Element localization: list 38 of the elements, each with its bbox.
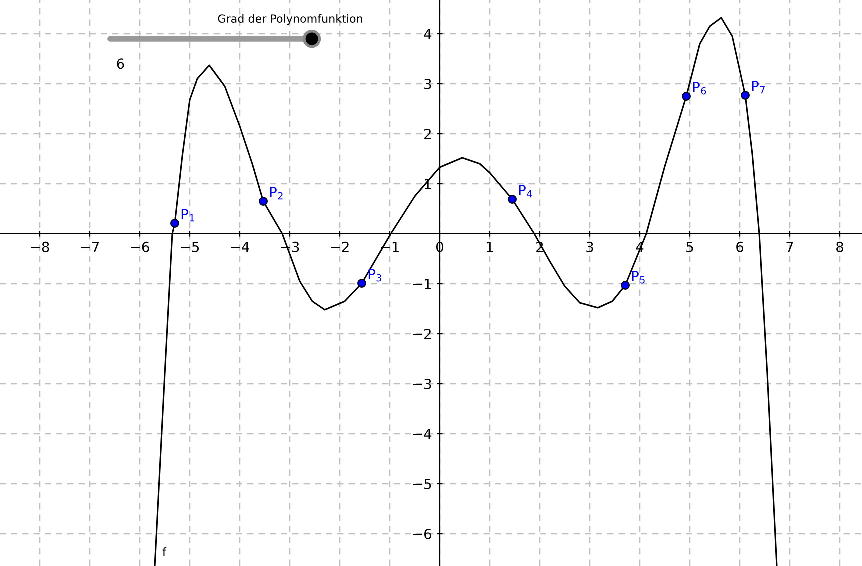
- annotation: P$_{4}$: [519, 185, 532, 198]
- annotation: Grad der Polynomfunktion: [218, 14, 362, 26]
- y-tick-label: 2: [424, 128, 431, 140]
- y-tick-label: 3: [424, 78, 432, 90]
- y-tick-label: −5: [413, 479, 432, 490]
- series-label: f: [162, 548, 167, 556]
- annotation: P$_{6}$: [693, 82, 706, 95]
- x-tick-label: 1: [487, 242, 494, 252]
- x-tick-label: 5: [686, 242, 694, 252]
- point: [259, 197, 268, 206]
- x-tick-label: 7: [786, 242, 794, 252]
- y-tick-label: −3: [413, 378, 432, 390]
- annotation: P$_{2}$: [270, 187, 283, 200]
- annotation: P$_{1}$: [182, 209, 194, 222]
- x-tick-label: 3: [586, 242, 594, 252]
- point: [741, 91, 750, 100]
- y-tick-label: −1: [413, 279, 432, 290]
- point: [682, 92, 691, 101]
- annotation: 6: [117, 58, 124, 70]
- y-tick-label: 4: [424, 29, 432, 40]
- annotation: P$_{5}$: [632, 271, 645, 284]
- annotation: P$_{7}$: [752, 81, 765, 94]
- x-tick-label: −6: [131, 242, 150, 252]
- x-tick-label: −5: [181, 242, 200, 252]
- x-tick-label: 8: [836, 242, 844, 252]
- x-tick-label: −7: [81, 242, 100, 252]
- y-tick-label: −2: [413, 328, 431, 340]
- point: [358, 279, 366, 288]
- y-tick-label: −4: [413, 429, 432, 440]
- point: [508, 195, 517, 204]
- x-tick-label: 6: [736, 242, 744, 252]
- y-tick-label: −6: [413, 528, 432, 540]
- point: [621, 281, 630, 290]
- annotation: P$_{3}$: [368, 269, 382, 282]
- x-tick-label: −4: [231, 242, 250, 252]
- point: [170, 219, 180, 228]
- x-tick-label: −8: [31, 242, 50, 252]
- x-tick-label: −2: [331, 242, 349, 252]
